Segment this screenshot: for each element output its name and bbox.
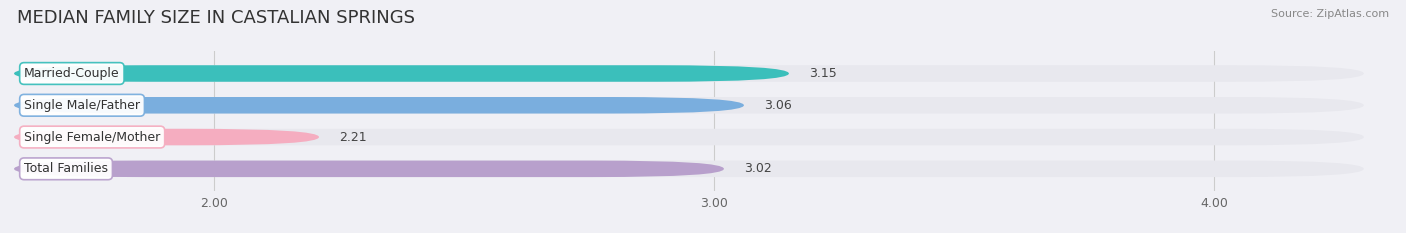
- FancyBboxPatch shape: [14, 161, 1364, 177]
- Text: Single Female/Mother: Single Female/Mother: [24, 130, 160, 144]
- FancyBboxPatch shape: [14, 161, 724, 177]
- FancyBboxPatch shape: [14, 97, 744, 113]
- FancyBboxPatch shape: [14, 97, 1364, 113]
- Text: 2.21: 2.21: [339, 130, 367, 144]
- Text: Total Families: Total Families: [24, 162, 108, 175]
- Text: Married-Couple: Married-Couple: [24, 67, 120, 80]
- Text: MEDIAN FAMILY SIZE IN CASTALIAN SPRINGS: MEDIAN FAMILY SIZE IN CASTALIAN SPRINGS: [17, 9, 415, 27]
- Text: 3.06: 3.06: [763, 99, 792, 112]
- Text: 3.02: 3.02: [744, 162, 772, 175]
- FancyBboxPatch shape: [14, 129, 1364, 145]
- FancyBboxPatch shape: [14, 65, 1364, 82]
- FancyBboxPatch shape: [14, 129, 319, 145]
- Text: 3.15: 3.15: [808, 67, 837, 80]
- Text: Single Male/Father: Single Male/Father: [24, 99, 141, 112]
- FancyBboxPatch shape: [14, 65, 789, 82]
- Text: Source: ZipAtlas.com: Source: ZipAtlas.com: [1271, 9, 1389, 19]
